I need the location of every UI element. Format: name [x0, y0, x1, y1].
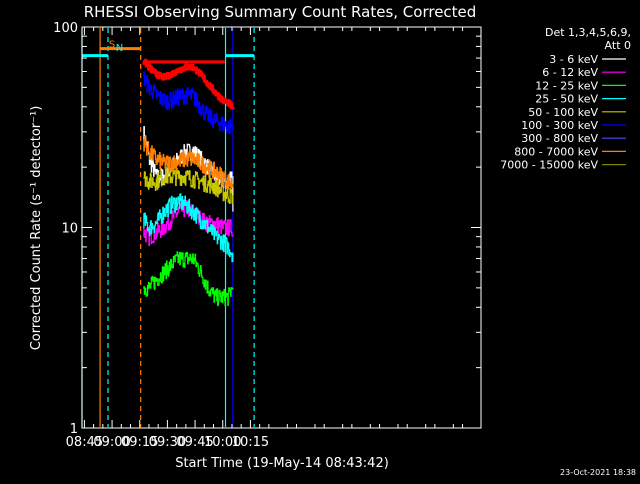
series-line [143, 167, 234, 204]
series-line [143, 136, 234, 190]
series-line [142, 58, 235, 110]
y-tick-label: 10 [61, 222, 78, 237]
annotation-label: S [109, 40, 115, 51]
legend-entry-label: 7000 - 15000 keV [500, 159, 598, 172]
x-tick-label: 09:45 [176, 435, 213, 450]
legend-entry-label: 6 - 12 keV [542, 66, 598, 79]
x-axis-label: Start Time (19-May-14 08:43:42) [175, 456, 389, 471]
series-line [143, 71, 234, 134]
y-axis-label: Corrected Count Rate (s⁻¹ detector⁻¹) [29, 106, 44, 351]
legend-header: Att 0 [605, 39, 631, 52]
series-lines [142, 58, 235, 307]
legend-entry-label: 3 - 6 keV [549, 53, 598, 66]
y-tick-label: 1 [70, 422, 78, 437]
x-tick-label: 10:15 [232, 435, 269, 450]
series-line [143, 251, 234, 307]
legend-entry-label: 800 - 7000 keV [514, 145, 598, 158]
series-line [143, 200, 234, 246]
x-tick-label: 10:00 [204, 435, 241, 450]
chart-title: RHESSI Observing Summary Count Rates, Co… [84, 3, 477, 21]
legend-entry-label: 50 - 100 keV [528, 106, 598, 119]
x-tick-label: 09:15 [121, 435, 158, 450]
x-tick-label: 09:30 [149, 435, 186, 450]
x-tick-label: 09:00 [93, 435, 130, 450]
annotation-label: N [116, 43, 123, 54]
series-line [143, 193, 234, 263]
legend-entry-label: 100 - 300 keV [521, 119, 598, 132]
legend-entry-label: 25 - 50 keV [535, 93, 598, 106]
footer-timestamp: 23-Oct-2021 18:38 [560, 468, 636, 477]
legend-header: Det 1,3,4,5,6,9, [545, 26, 631, 39]
y-tick-label: 100 [53, 21, 78, 36]
legend-entry-label: 300 - 800 keV [521, 132, 598, 145]
plot-frame [81, 26, 482, 429]
x-tick-label: 08:45 [66, 435, 103, 450]
legend-entry-label: 12 - 25 keV [535, 79, 598, 92]
